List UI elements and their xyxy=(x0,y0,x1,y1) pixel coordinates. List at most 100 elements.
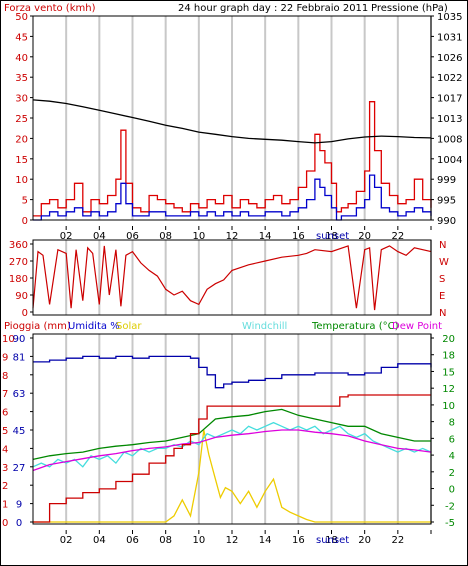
rain-tick-label: 7 xyxy=(2,389,8,400)
wind-series-line xyxy=(33,174,432,221)
x-tick-label: 20 xyxy=(358,535,371,546)
windchill-label: Windchill xyxy=(242,321,287,332)
x-tick-label: 10 xyxy=(192,231,205,242)
temperature-tick-label: 4 xyxy=(449,451,455,462)
x-tick-label: 02 xyxy=(60,535,73,546)
y-tick-label: 25 xyxy=(15,114,28,125)
rain-tick-label: 9 xyxy=(2,352,8,363)
graph-title: 24 hour graph day : 22 Febbraio 2011 xyxy=(178,3,368,14)
y-tick-label: 0 xyxy=(22,308,28,319)
pressure-series-line xyxy=(32,99,432,144)
wind-speed-axis-label: Forza vento (kmh) xyxy=(4,3,96,14)
x-tick-label: 12 xyxy=(226,535,239,546)
rain-tick-label: 1 xyxy=(2,500,8,511)
x-tick-label: 14 xyxy=(259,231,272,242)
y-tick-label: 15 xyxy=(15,155,28,166)
x-tick-label: 08 xyxy=(159,535,172,546)
solar-series-line xyxy=(33,429,431,523)
temperature-tick-label: 20 xyxy=(442,334,455,345)
y-tick-label: 20 xyxy=(15,134,28,145)
temperature-tick-label: -2 xyxy=(445,501,455,512)
x-tick-label: 18 xyxy=(325,535,338,546)
rain-axis-label: Pioggia (mm) xyxy=(4,321,71,332)
temperature-series-line xyxy=(32,408,431,461)
climate-panel-frame xyxy=(32,333,432,525)
x-tick-label: 12 xyxy=(226,231,239,242)
y-tick-label: 360 xyxy=(9,240,28,251)
direction-panel-grid xyxy=(65,240,432,315)
x-tick-label: 22 xyxy=(391,231,404,242)
direction-degree-ticks: 0 90 180 270 360 xyxy=(9,240,33,319)
y-tick-label: 30 xyxy=(15,94,28,105)
dewpoint-series-line xyxy=(32,429,432,472)
humidity-tick-label: 27 xyxy=(13,463,26,474)
humidity-tick-label: 9 xyxy=(16,500,22,511)
rain-tick-label: 0 xyxy=(2,518,8,529)
y-tick-label: 90 xyxy=(15,291,28,302)
rain-tick-label: 5 xyxy=(2,426,8,437)
solar-axis-label: Solar xyxy=(116,321,142,332)
temperature-tick-label: 15 xyxy=(442,367,455,378)
direction-panel-series xyxy=(32,245,432,311)
x-tick-label: 22 xyxy=(391,535,404,546)
wind-panel-series xyxy=(32,99,432,221)
y-tick-label: 999 xyxy=(437,175,456,186)
temperature-tick-label: 18 xyxy=(442,351,455,362)
rain-tick-label: 8 xyxy=(2,371,8,382)
y-tick-label: 45 xyxy=(15,32,28,43)
x-tick-label: 20 xyxy=(358,231,371,242)
x-tick-label: 16 xyxy=(292,535,305,546)
rain-tick-label: 2 xyxy=(2,481,8,492)
compass-label: N xyxy=(439,240,446,251)
rain-tick-label: 3 xyxy=(2,463,8,474)
y-tick-label: 990 xyxy=(437,216,456,227)
compass-label: W xyxy=(439,257,449,268)
y-tick-label: 995 xyxy=(437,196,456,207)
x-tick-label: 02 xyxy=(60,231,73,242)
rain-tick-label: 4 xyxy=(2,444,8,455)
y-tick-label: 1017 xyxy=(437,94,462,105)
temperature-tick-label: 2 xyxy=(449,468,455,479)
y-tick-label: 1022 xyxy=(437,73,462,84)
y-tick-label: 0 xyxy=(22,216,28,227)
humidity-tick-label: 81 xyxy=(13,352,26,363)
gust-series-line xyxy=(33,101,432,217)
windchill-series-line xyxy=(32,421,432,468)
y-tick-label: 35 xyxy=(15,73,28,84)
y-tick-label: 1004 xyxy=(437,155,462,166)
compass-label: S xyxy=(439,274,445,285)
rain-series-line xyxy=(33,394,431,523)
humidity-tick-label: 63 xyxy=(13,389,26,400)
y-tick-label: 10 xyxy=(15,175,28,186)
x-tick-label: 16 xyxy=(292,231,305,242)
climate-panel-series xyxy=(32,355,432,523)
temperature-ticks: -5 -2 0 2 4 6 8 10 12 15 18 20 xyxy=(431,334,455,529)
x-tick-label: 18 xyxy=(325,231,338,242)
y-tick-label: 270 xyxy=(9,257,28,268)
x-tick-label: 06 xyxy=(126,231,139,242)
pressure-axis-label: Pressione (hPa) xyxy=(371,3,448,14)
y-tick-label: 40 xyxy=(15,53,28,64)
rain-tick-label: 6 xyxy=(2,408,8,419)
wind-pressure-panel: Forza vento (kmh) 24 hour graph day : 22… xyxy=(4,3,462,242)
wind-speed-ticks: 0 5 10 15 20 25 30 35 40 45 50 xyxy=(15,12,33,227)
compass-label: N xyxy=(439,308,446,319)
humidity-tick-label: 45 xyxy=(13,426,26,437)
y-tick-label: 1035 xyxy=(437,12,462,23)
dewpoint-label: Dew Point xyxy=(392,321,442,332)
x-tick-label: 06 xyxy=(126,535,139,546)
pressure-ticks: 990 995 999 1004 1008 1013 1017 1022 1026 1031 103… xyxy=(431,12,462,227)
y-tick-label: 1026 xyxy=(437,53,462,64)
y-tick-label: 1013 xyxy=(437,114,462,125)
climate-panel-x-ticks: 02 04 06 08 10 12 14 16 18 20 22 xyxy=(60,530,432,546)
y-tick-label: 5 xyxy=(22,196,28,207)
temperature-tick-label: 0 xyxy=(449,485,455,496)
climate-panel: Pioggia (mm) Umidita % Solar Windchill T… xyxy=(2,321,455,546)
x-tick-label: 04 xyxy=(93,535,106,546)
x-tick-label: 04 xyxy=(93,231,106,242)
sunset-marker-label: sunset xyxy=(316,231,349,242)
